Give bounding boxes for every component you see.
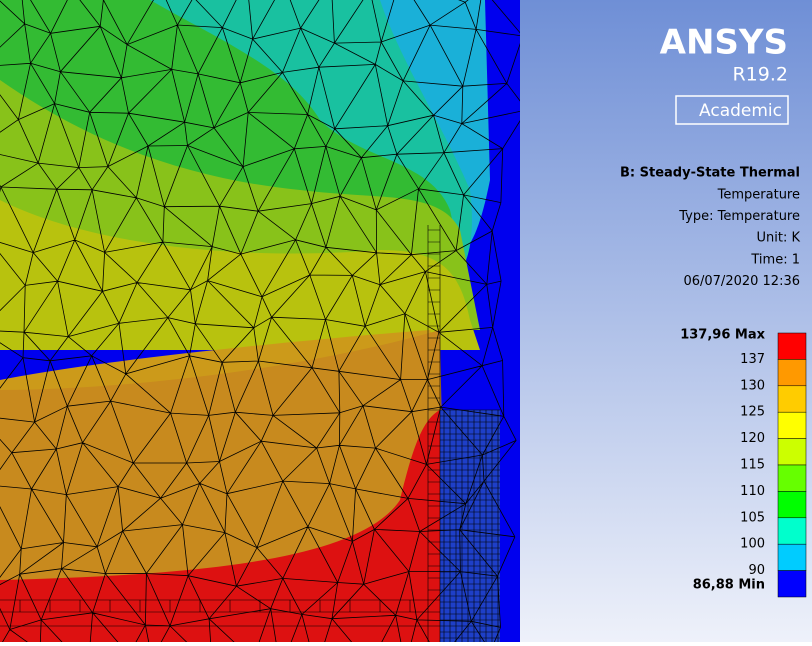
fine-mesh [0,225,500,642]
band-red [0,410,445,642]
logo-title: ANSYS [660,23,788,63]
legend-swatch [777,570,807,598]
band-inner-blue [440,410,500,642]
info-line: Temperature [717,188,800,203]
license-box [675,95,789,125]
legend-tick: 115 [740,458,765,473]
legend-swatch [777,491,807,519]
legend-tick: 125 [740,405,765,420]
legend-swatch [777,517,807,545]
legend-swatch [777,359,807,387]
legend-max: 137,96 Max [680,328,765,343]
info-line: Unit: K [756,231,800,246]
legend-tick: 90 [748,563,765,578]
legend-tick: 105 [740,510,765,525]
legend-swatch [777,543,807,571]
logo-license: Academic [699,101,782,121]
mesh [0,0,520,642]
legend-tick: 120 [740,431,765,446]
info-line: Type: Temperature [678,209,800,224]
legend-tick: 130 [740,378,765,393]
legend-swatch [777,464,807,492]
legend-swatch [777,332,807,360]
legend-swatch [777,385,807,413]
logo-version: R19.2 [732,64,788,86]
band-yellow [0,200,480,350]
legend-tick: 137 [740,352,765,367]
legend-min: 86,88 Min [693,578,765,593]
contour-plot [0,0,520,642]
legend-tick: 100 [740,537,765,552]
info-line: Time: 1 [750,252,800,267]
info-line: 06/07/2020 12:36 [683,274,800,289]
legend-tick: 110 [740,484,765,499]
legend: 137,96 Max 137 130 125 120 115 110 105 100 9086,8… [680,328,807,598]
legend-swatch [777,411,807,439]
info-title: B: Steady-State Thermal [620,166,800,181]
band-orange [0,330,445,600]
legend-swatch [777,438,807,466]
